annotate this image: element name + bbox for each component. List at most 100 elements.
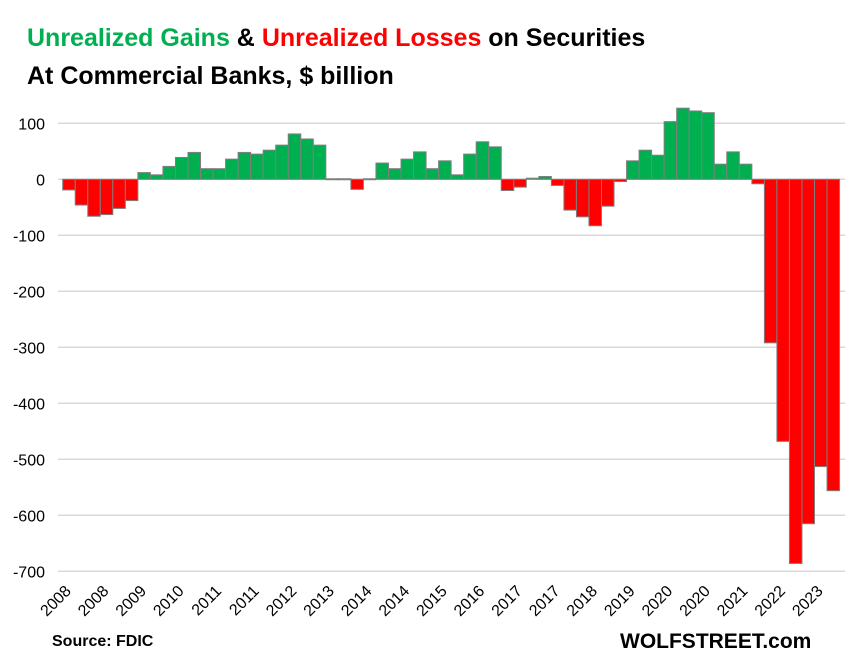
source-note: Source: FDIC [52,633,154,650]
x-tick-label: 2018 [564,583,601,620]
bar [763,178,778,344]
bar [350,178,364,190]
bar [688,110,703,180]
bar [525,177,540,180]
title-amp: & [229,24,262,52]
x-tick-label: 2019 [601,583,638,620]
bar [112,178,126,209]
y-tick-label: -400 [13,396,45,413]
x-tick-label: 2008 [75,583,112,620]
bar [237,151,252,180]
bar [500,178,515,192]
y-tick-label: -100 [13,228,45,245]
y-tick-label: -200 [13,284,45,301]
bar [212,168,227,180]
bar [488,146,502,180]
bar [187,151,202,180]
y-tick-label: 100 [18,116,45,133]
y-tick-label: -500 [13,452,45,469]
bar [262,149,277,180]
x-tick-label: 2021 [714,583,751,620]
bar [162,165,176,180]
bar [87,178,101,217]
bar [463,153,477,180]
bar [200,168,214,180]
x-tick-label: 2012 [263,583,300,620]
x-tick-label: 2013 [301,583,338,620]
x-tick-label: 2014 [376,583,413,620]
bar [663,121,678,180]
bar [538,176,552,180]
x-tick-label: 2011 [226,583,262,619]
x-tick-label: 2023 [789,583,826,620]
bar [287,133,302,180]
x-tick-label: 2009 [113,583,150,620]
bar [325,178,339,181]
bar [312,144,327,180]
x-tick-label: 2010 [150,583,187,620]
title-gains: Unrealized Gains [27,24,230,52]
bar [400,158,415,180]
bar [413,151,427,180]
bar [726,151,740,180]
bar [438,160,452,180]
bar [225,158,239,180]
x-tick-label: 2014 [338,583,375,620]
bar [250,153,264,180]
bar [626,160,640,180]
bar [713,163,728,180]
bar [275,144,289,180]
x-tick-label: 2017 [489,583,526,620]
x-tick-label: 2017 [526,583,563,620]
y-tick-label: -700 [13,564,45,581]
bar [550,178,565,186]
bar [137,172,151,180]
bar [99,178,114,216]
bar [450,174,465,180]
bar [588,178,602,227]
bar [651,154,665,180]
bar [701,112,715,180]
bar [563,178,577,211]
x-tick-label: 2020 [639,583,676,620]
bar [387,168,402,180]
bar [337,178,352,181]
bar [300,138,314,180]
bar [676,107,690,180]
bar [788,178,803,564]
chart-title-line2: At Commercial Banks, $ billion [27,62,394,90]
y-tick-label: -300 [13,340,45,357]
bar [776,178,790,442]
bar [124,178,139,202]
bar [149,174,164,180]
bar [375,162,389,180]
title-losses: Unrealized Losses [261,24,482,52]
bar [751,178,765,185]
bar [174,156,189,180]
x-tick-label: 2015 [414,583,451,620]
bar [638,149,653,180]
chart-title-line1: Unrealized Gains & Unrealized Losses on … [27,24,645,53]
bar [74,178,89,206]
bar [826,178,841,492]
brand-logo-text: WOLFSTREET.com [620,630,812,653]
x-tick-label: 2020 [677,583,714,620]
bar [575,178,590,218]
bar [362,178,377,181]
bar [62,178,76,191]
bar [600,178,615,207]
bar [425,168,440,180]
title-rest: on Securities [481,24,646,52]
bar [613,178,628,183]
bar [814,178,828,468]
bar [738,163,753,180]
bar [475,141,490,180]
x-tick-label: 2011 [189,583,225,619]
x-tick-label: 2022 [752,583,789,620]
y-tick-label: -600 [13,508,45,525]
x-tick-label: 2008 [38,583,75,620]
y-tick-label: 0 [36,172,45,189]
bar [513,178,527,188]
bar [801,178,815,525]
